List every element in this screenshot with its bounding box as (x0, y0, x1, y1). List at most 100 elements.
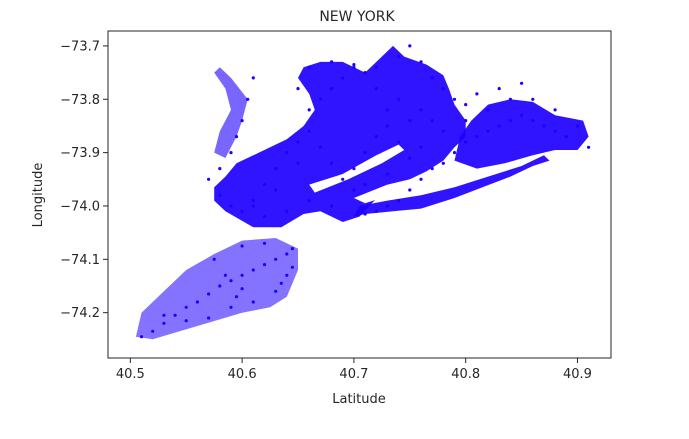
scatter-point (464, 119, 468, 123)
scatter-point (408, 156, 412, 160)
scatter-point (240, 273, 244, 277)
scatter-point (531, 119, 535, 123)
scatter-point (397, 55, 401, 59)
scatter-point (307, 129, 311, 133)
scatter-point (408, 188, 412, 192)
scatter-point (229, 305, 233, 309)
scatter-point (385, 204, 389, 208)
scatter-point (352, 188, 356, 192)
scatter-point (262, 241, 267, 245)
scatter-point (497, 124, 501, 128)
scatter-point (564, 135, 568, 139)
land-density-region (454, 99, 589, 169)
scatter-point (430, 119, 434, 123)
scatter-point (397, 199, 401, 203)
scatter-point (352, 65, 356, 69)
scatter-point (385, 172, 389, 176)
scatter-point (419, 108, 423, 112)
scatter-point (464, 103, 468, 107)
scatter-point (330, 60, 334, 64)
water-gap (309, 144, 405, 193)
scatter-point (318, 145, 322, 149)
scatter-point (531, 97, 535, 101)
scatter-point (363, 183, 367, 187)
scatter-point (279, 281, 283, 285)
scatter-point (274, 289, 278, 293)
scatter-point (246, 97, 250, 101)
scatter-point (207, 177, 211, 181)
x-axis-label: Latitude (332, 392, 386, 407)
scatter-point (223, 273, 227, 277)
scatter-point (385, 124, 389, 128)
y-axis-label: Longitude (31, 163, 46, 228)
scatter-point (274, 188, 278, 192)
scatter-point (240, 119, 244, 123)
chart-title: NEW YORK (319, 9, 395, 25)
scatter-point (207, 292, 211, 296)
scatter-point (341, 76, 345, 80)
y-tick-label: −73.9 (60, 146, 100, 161)
scatter-point (587, 145, 591, 149)
y-tick-label: −73.8 (60, 93, 100, 108)
x-tick-label: 40.9 (563, 367, 592, 382)
x-tick-label: 40.7 (339, 367, 368, 382)
scatter-point (553, 129, 557, 133)
scatter-point (262, 263, 267, 267)
scatter-point (207, 316, 211, 320)
x-tick-label: 40.6 (228, 367, 257, 382)
scatter-point (234, 295, 239, 299)
scatter-point (542, 124, 546, 128)
x-axis: 40.5 40.6 40.7 40.8 40.9 (116, 358, 592, 382)
scatter-point (419, 177, 423, 181)
y-tick-label: −74.2 (60, 306, 100, 321)
scatter-point (508, 119, 512, 123)
water-gap (353, 166, 466, 204)
scatter-point (452, 151, 457, 155)
scatter-point (184, 319, 188, 323)
scatter-point (374, 65, 378, 69)
scatter-point (218, 284, 222, 288)
scatter-point (385, 108, 389, 112)
scatter-point (441, 161, 445, 165)
scatter-point (195, 300, 199, 304)
scatter-point (251, 204, 255, 208)
scatter-point (374, 209, 378, 213)
scatter-point (285, 252, 289, 256)
scatter-point (251, 199, 255, 203)
land-density-region (353, 155, 550, 217)
scatter-point (296, 140, 300, 144)
x-tick-label: 40.8 (451, 367, 480, 382)
scatter-point (330, 161, 334, 165)
scatter-point (430, 76, 434, 80)
scatter-point (330, 204, 334, 208)
scatter-point (290, 265, 294, 269)
scatter-point (139, 335, 144, 339)
scatter-point (341, 177, 345, 181)
scatter-point (307, 65, 311, 69)
scatter-point (229, 279, 233, 283)
scatter-point (285, 151, 289, 155)
scatter-point (575, 124, 580, 128)
water-gap (242, 224, 287, 236)
scatter-point (173, 313, 177, 317)
scatter-point (184, 305, 188, 309)
y-tick-label: −73.7 (60, 39, 100, 54)
scatter-point (240, 209, 244, 213)
scatter-point (218, 167, 222, 171)
scatter-point (262, 183, 267, 187)
scatter-point (212, 257, 216, 261)
land-density-region (135, 238, 298, 340)
scatter-point (162, 321, 166, 325)
scatter-point (151, 329, 155, 333)
scatter-point (229, 204, 233, 208)
scatter-point (419, 145, 423, 149)
scatter-point (251, 300, 255, 304)
scatter-point (374, 87, 378, 91)
scatter-point (419, 60, 423, 64)
scatter-point (408, 119, 412, 123)
scatter-point (553, 108, 557, 112)
scatter-point (290, 247, 294, 251)
scatter-point (352, 63, 356, 67)
